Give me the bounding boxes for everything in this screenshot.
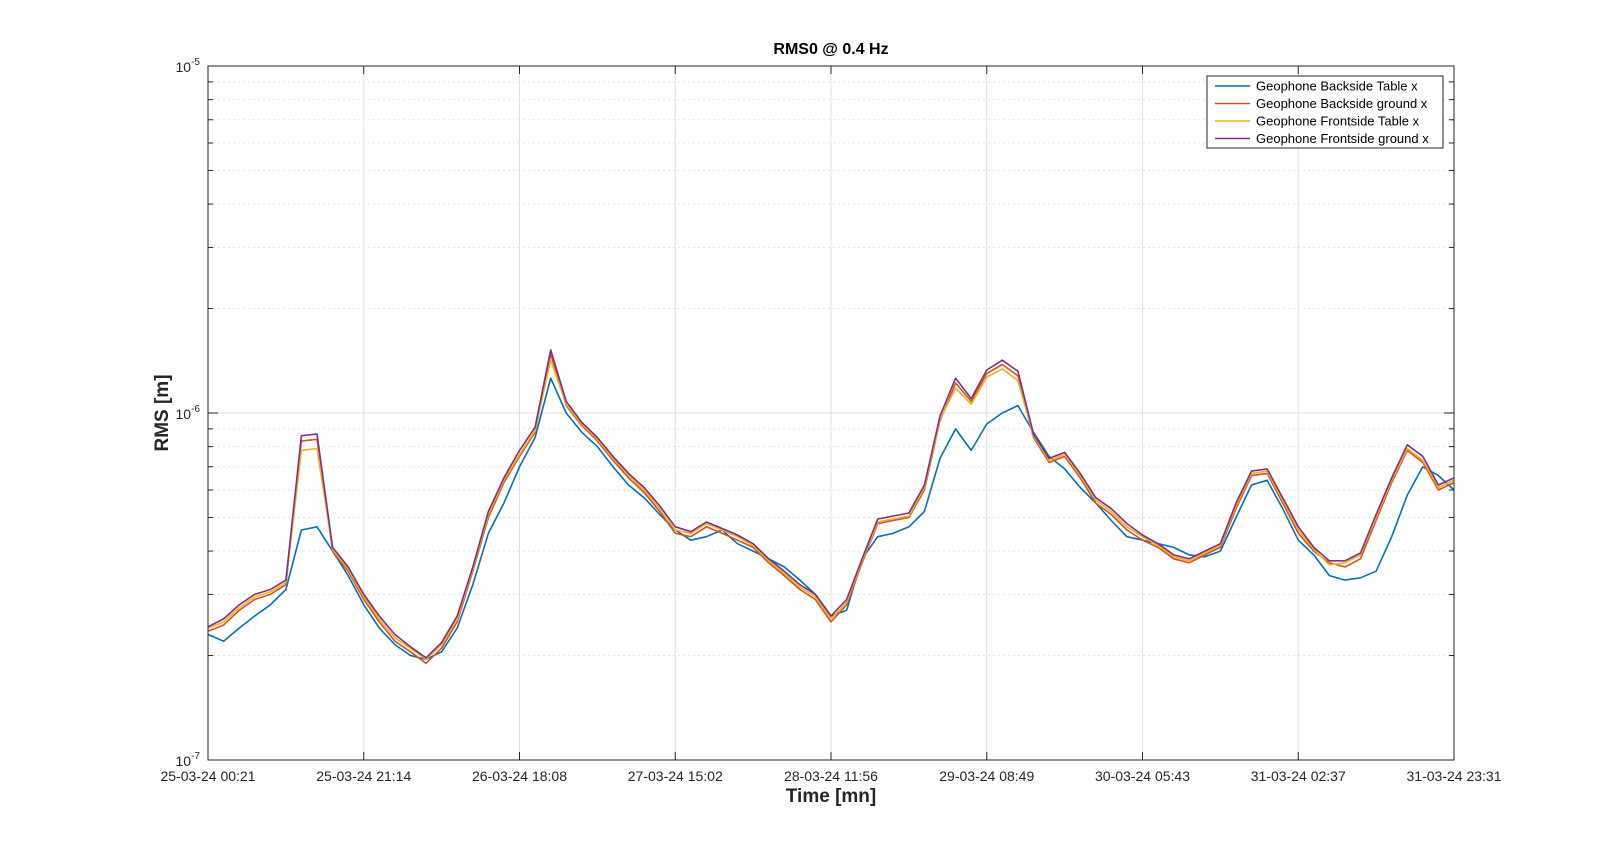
x-tick-label: 28-03-24 11:56 bbox=[784, 768, 878, 784]
y-tick-label: 10-5 bbox=[176, 57, 201, 75]
legend-label: Geophone Frontside Table x bbox=[1256, 114, 1420, 129]
x-tick-label: 25-03-24 00:21 bbox=[161, 768, 256, 784]
legend: Geophone Backside Table x Geophone Backsi… bbox=[1206, 75, 1444, 149]
x-tick-label: 31-03-24 23:31 bbox=[1407, 768, 1502, 784]
legend-box bbox=[1206, 75, 1444, 149]
y-tick-exponent: -5 bbox=[191, 57, 200, 68]
y-axis-title: RMS [m] bbox=[152, 374, 173, 451]
y-tick-label: 10-6 bbox=[176, 404, 201, 422]
chart-title: RMS0 @ 0.4 Hz bbox=[773, 41, 888, 58]
y-tick-base: 10 bbox=[176, 406, 192, 422]
x-tick-label: 29-03-24 08:49 bbox=[939, 768, 1034, 784]
x-tick-label: 25-03-24 21:14 bbox=[316, 768, 411, 784]
legend-label: Geophone Backside Table x bbox=[1256, 79, 1418, 94]
legend-label: Geophone Backside ground x bbox=[1256, 96, 1428, 111]
y-tick-exponent: -6 bbox=[191, 404, 200, 415]
series-line-3 bbox=[207, 359, 1455, 661]
y-tick-base: 10 bbox=[176, 753, 192, 769]
legend-label: Geophone Frontside ground x bbox=[1256, 131, 1429, 146]
plot-lines bbox=[207, 349, 1455, 665]
series-line-2 bbox=[207, 353, 1455, 665]
grid bbox=[208, 66, 1454, 760]
x-tick-label: 26-03-24 18:08 bbox=[472, 768, 567, 784]
axis-ticks bbox=[207, 66, 1455, 761]
y-tick-exponent: -7 bbox=[191, 751, 200, 762]
x-axis-title: Time [mn] bbox=[786, 786, 876, 807]
x-tick-label: 30-03-24 05:43 bbox=[1095, 768, 1190, 784]
y-tick-base: 10 bbox=[176, 59, 192, 75]
y-tick-labels: 10-710-610-5 bbox=[176, 57, 201, 769]
series-line-4 bbox=[207, 349, 1455, 659]
x-tick-label: 27-03-24 15:02 bbox=[628, 768, 723, 784]
x-tick-label: 31-03-24 02:37 bbox=[1251, 768, 1346, 784]
x-tick-labels: 25-03-24 00:21 25-03-24 21:14 26-03-24 18:… bbox=[161, 768, 1502, 784]
y-tick-label: 10-7 bbox=[176, 751, 201, 769]
